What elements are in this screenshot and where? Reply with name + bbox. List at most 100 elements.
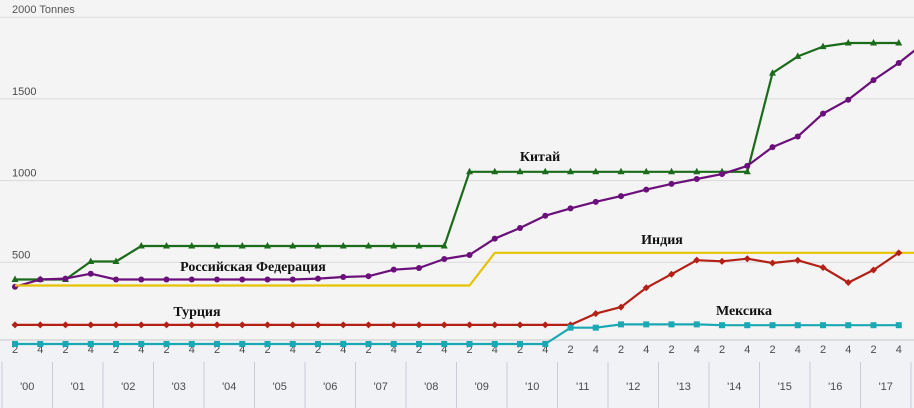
x-quarter-label: 2: [62, 344, 68, 356]
x-quarter-label: 4: [88, 344, 94, 356]
data-point: [516, 167, 524, 175]
x-quarter-label: 4: [290, 344, 296, 356]
data-point: [390, 241, 398, 249]
data-point: [213, 321, 221, 329]
data-point: [112, 321, 120, 329]
data-point: [315, 341, 321, 347]
x-year-label: '14: [727, 381, 741, 393]
data-point: [592, 167, 600, 175]
series-2: [15, 251, 914, 287]
x-year-label: '05: [273, 381, 287, 393]
data-point: [415, 321, 423, 329]
x-year-label: '00: [20, 381, 34, 393]
data-point: [794, 322, 801, 329]
data-point: [466, 341, 473, 347]
data-point: [441, 256, 448, 263]
data-point: [239, 276, 246, 283]
x-quarter-label: 4: [744, 344, 750, 356]
data-point: [390, 266, 397, 273]
x-year-label: '11: [576, 381, 590, 393]
data-point: [188, 276, 195, 283]
data-point: [238, 241, 246, 249]
series-line: [15, 251, 900, 326]
data-point: [314, 241, 322, 249]
x-quarter-label: 2: [618, 344, 624, 356]
data-point: [416, 341, 422, 347]
data-point: [592, 198, 599, 205]
x-quarter-label: 4: [391, 344, 397, 356]
x-quarter-label: 4: [845, 344, 851, 356]
series-line: [15, 323, 899, 346]
x-year-label: '06: [323, 381, 337, 393]
data-point: [264, 241, 271, 249]
x-year-label: '15: [778, 381, 792, 393]
data-point: [390, 341, 397, 347]
data-point: [845, 96, 852, 103]
data-point: [339, 241, 347, 249]
data-point: [264, 321, 271, 329]
data-point: [542, 212, 549, 219]
data-point: [820, 110, 826, 117]
x-quarter-label: 4: [795, 344, 801, 356]
data-point: [390, 321, 398, 329]
data-point: [112, 257, 120, 264]
data-point: [567, 324, 574, 331]
data-point: [365, 241, 372, 249]
series-3: [11, 249, 903, 329]
annotation-label: Китай: [520, 150, 560, 165]
data-point: [668, 270, 675, 278]
data-point: [113, 276, 119, 283]
data-point: [289, 241, 297, 249]
x-quarter-label: 2: [416, 344, 422, 356]
data-point: [743, 255, 751, 263]
data-point: [37, 341, 44, 347]
data-point: [37, 276, 44, 283]
data-point: [440, 241, 448, 249]
data-point: [517, 224, 523, 231]
annotation-label: Индия: [641, 233, 683, 248]
x-quarter-label: 2: [12, 344, 18, 356]
data-point: [794, 133, 801, 140]
data-point: [642, 284, 650, 292]
data-point: [541, 321, 549, 329]
x-quarter-label: 2: [870, 344, 876, 356]
data-point: [517, 341, 523, 347]
x-year-label: '17: [879, 381, 893, 393]
data-point: [567, 167, 574, 175]
x-quarter-label: 4: [441, 344, 447, 356]
y-tick-label: 500: [12, 249, 30, 261]
x-quarter-label: 2: [365, 344, 371, 356]
data-point: [87, 341, 94, 347]
data-point: [62, 321, 69, 329]
data-point: [567, 205, 574, 212]
data-point: [794, 256, 802, 264]
data-point: [895, 322, 902, 329]
x-year-label: '13: [677, 381, 691, 393]
data-point: [617, 167, 625, 175]
data-point: [668, 321, 675, 328]
x-quarter-label: 2: [264, 344, 270, 356]
series-1: [12, 49, 914, 290]
x-quarter-label: 4: [37, 344, 43, 356]
data-point: [214, 341, 220, 347]
data-point: [163, 321, 170, 329]
data-point: [440, 321, 448, 329]
series-line: [15, 251, 914, 287]
y-axis-unit-label: 2000 Tonnes: [12, 4, 75, 16]
x-year-label: '03: [172, 381, 186, 393]
data-point: [769, 259, 776, 267]
data-point: [365, 341, 372, 347]
data-point: [794, 52, 802, 59]
data-point: [188, 341, 195, 347]
data-point: [541, 167, 549, 175]
data-point: [744, 322, 751, 329]
x-quarter-label: 4: [896, 344, 902, 356]
x-year-label: '10: [525, 381, 539, 393]
data-point: [693, 321, 700, 328]
data-point: [845, 322, 852, 329]
data-point: [340, 341, 347, 347]
data-point: [618, 321, 624, 328]
data-point: [491, 341, 498, 347]
data-point: [592, 324, 599, 331]
x-year-label: '04: [222, 381, 236, 393]
